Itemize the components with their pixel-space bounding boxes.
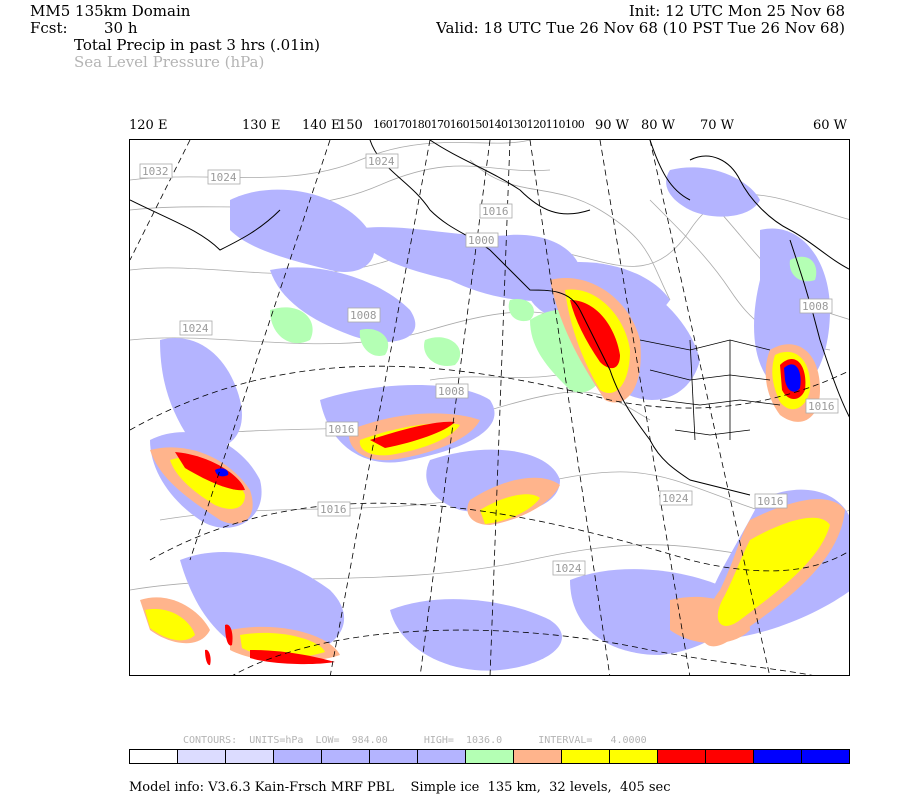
svg-text:1016: 1016 <box>328 423 355 436</box>
pressure-label: 1016 <box>325 421 359 437</box>
svg-text:1024: 1024 <box>662 492 689 505</box>
pressure-label: 1016 <box>805 398 839 414</box>
high-label: HIGH= 1036.0 <box>423 735 503 746</box>
lon-label: 140 E <box>302 118 341 133</box>
model-info: Model info: V3.6.3 Kain-Frsch MRF PBL Si… <box>129 780 671 795</box>
lon-label: 80 W <box>641 118 676 133</box>
lon-label: 160170180170160150140130120110100 <box>373 118 585 131</box>
pressure-labels: 1032 1024 1024 1016 1000 1024 1008 1008 … <box>139 153 839 576</box>
colorbar-segment <box>370 750 418 763</box>
colorbar-segment <box>514 750 562 763</box>
svg-text:1016: 1016 <box>757 495 784 508</box>
init-time: Init: 12 UTC Mon 25 Nov 68 <box>628 2 845 20</box>
svg-text:1024: 1024 <box>182 322 209 335</box>
graticule <box>130 140 849 675</box>
colorbar-segment <box>466 750 514 763</box>
colorbar-segment <box>418 750 466 763</box>
interval-label: INTERVAL= 4.0000 <box>538 735 647 746</box>
pressure-label: 1024 <box>659 490 693 506</box>
pressure-label: 1008 <box>435 383 469 399</box>
pressure-label: 1024 <box>365 153 399 169</box>
colorbar-segment <box>562 750 610 763</box>
colorbar-segment <box>658 750 706 763</box>
colorbar-segment <box>610 750 658 763</box>
pressure-label: 1008 <box>347 307 381 323</box>
field-slp-title: Sea Level Pressure (hPa) <box>74 53 265 71</box>
pressure-label: 1016 <box>754 493 788 509</box>
colorbar-segment <box>706 750 754 763</box>
svg-text:1024: 1024 <box>555 562 582 575</box>
colorbar-segment <box>322 750 370 763</box>
contours-label: CONTOURS: <box>183 735 238 746</box>
valid-time: Valid: 18 UTC Tue 26 Nov 68 (10 PST Tue … <box>436 19 845 37</box>
svg-text:1008: 1008 <box>350 309 377 322</box>
domain-title: MM5 135km Domain <box>30 2 191 20</box>
colorbar-segment <box>178 750 226 763</box>
pressure-label: 1000 <box>465 232 499 248</box>
colorbar-segment <box>754 750 802 763</box>
low-label: LOW= 984.00 <box>315 735 388 746</box>
pressure-label: 1024 <box>207 169 241 185</box>
colorbar-segment <box>130 750 178 763</box>
svg-text:1000: 1000 <box>468 234 495 247</box>
precip-map: 1032 1024 1024 1016 1000 1024 1008 1008 … <box>130 140 849 675</box>
svg-text:1024: 1024 <box>368 155 395 168</box>
svg-text:1016: 1016 <box>320 503 347 516</box>
precip-red <box>175 300 806 666</box>
lon-label: 90 W <box>595 118 630 133</box>
lon-label: 70 W <box>700 118 735 133</box>
svg-text:1032: 1032 <box>142 165 169 178</box>
svg-text:1008: 1008 <box>438 385 465 398</box>
state-borders <box>639 339 781 441</box>
lon-label: 130 E <box>242 118 281 133</box>
pressure-label: 1008 <box>799 298 833 314</box>
svg-text:1016: 1016 <box>482 205 509 218</box>
pressure-label: 1024 <box>552 560 586 576</box>
forecast-hours: 30 h <box>104 19 138 37</box>
colorbar-segment <box>226 750 274 763</box>
precip-colorbar <box>129 749 850 764</box>
pressure-label: 1032 <box>139 163 173 179</box>
coastlines <box>130 140 849 496</box>
field-precip-title: Total Precip in past 3 hrs (.01in) <box>74 36 321 54</box>
pressure-label: 1016 <box>317 501 351 517</box>
forecast-label: Fcst: <box>30 19 68 37</box>
lon-label: 60 W <box>813 118 848 133</box>
svg-text:1016: 1016 <box>808 400 835 413</box>
lon-label: 120 E <box>129 118 168 133</box>
svg-text:1024: 1024 <box>210 171 237 184</box>
map-panel: 1032 1024 1024 1016 1000 1024 1008 1008 … <box>129 139 850 676</box>
pressure-label: 1024 <box>179 320 213 336</box>
svg-text:1008: 1008 <box>802 300 829 313</box>
pressure-label: 1016 <box>479 203 513 219</box>
lon-label: 150 <box>338 118 363 133</box>
units-label: UNITS=hPa <box>249 735 304 746</box>
colorbar-segment <box>274 750 322 763</box>
colorbar-segment <box>802 750 849 763</box>
contour-info: CONTOURS: UNITS=hPa LOW= 984.00 HIGH= 10… <box>183 735 647 746</box>
